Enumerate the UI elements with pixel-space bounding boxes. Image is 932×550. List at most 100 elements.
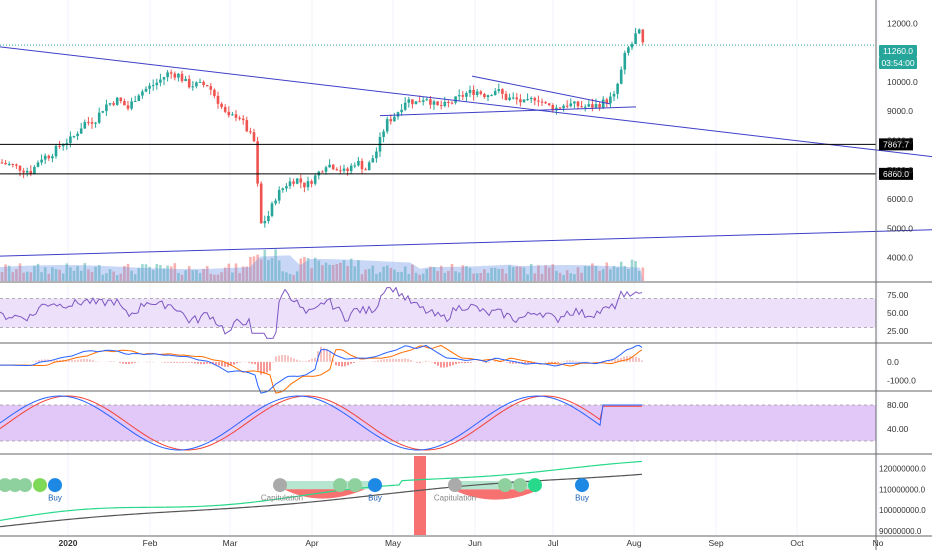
volume-bar — [393, 269, 396, 281]
time-tick-label: May — [385, 538, 402, 548]
volume-bar — [187, 266, 191, 281]
candle-body — [385, 119, 389, 132]
candle-body — [274, 200, 277, 204]
candle-body — [569, 103, 573, 107]
candle-body — [43, 155, 47, 160]
signal-dot — [8, 478, 22, 493]
volume-bar — [601, 269, 605, 281]
volume-bar — [205, 266, 209, 281]
candle-body — [25, 170, 29, 173]
volume-bar — [151, 270, 155, 281]
volume-bar — [108, 269, 112, 281]
volume-bar — [378, 272, 382, 281]
candle-body — [97, 112, 101, 123]
time-axis[interactable]: 2020 Feb Mar Apr May Jun Jul Aug Sep Oct No — [59, 538, 884, 548]
candle-body — [47, 155, 51, 159]
trendlines[interactable] — [0, 46, 932, 257]
candle-body — [159, 79, 162, 83]
volume-bar — [324, 262, 328, 281]
candle-body — [573, 101, 576, 104]
volume-bar — [72, 270, 76, 281]
candle-body — [436, 101, 439, 106]
volume-bar — [285, 272, 288, 281]
metric-pane[interactable]: Buy Capitulation Buy Capitulation Buy — [0, 456, 643, 535]
candle-body — [580, 106, 583, 108]
volume-bar — [61, 273, 65, 281]
candle-body — [472, 89, 475, 95]
volume-bar — [198, 273, 202, 281]
candle-body — [177, 73, 180, 78]
volume-bar — [349, 258, 353, 281]
volume-bar — [306, 258, 310, 281]
candle-body — [7, 164, 11, 166]
candle-body — [90, 122, 94, 124]
candle-body — [281, 188, 285, 190]
volume-bar — [184, 270, 187, 281]
candle-body — [432, 101, 436, 105]
horizontal-levels[interactable]: 7867.7 6860.0 — [0, 138, 913, 180]
volume-bar — [155, 264, 159, 281]
price-pane[interactable]: 7867.7 6860.0 — [0, 27, 932, 281]
candle-body — [173, 73, 177, 78]
candle-body — [630, 43, 634, 48]
volume-bar — [357, 260, 360, 281]
volume-bar — [36, 263, 40, 281]
signal-dot — [33, 478, 47, 493]
volume-bar — [591, 263, 594, 281]
volume-bar — [137, 267, 141, 281]
volume-bar — [33, 265, 36, 281]
candle-body — [522, 99, 526, 103]
candle-body — [465, 93, 468, 97]
volume-bar — [497, 268, 501, 281]
volume-bar — [209, 273, 213, 281]
candle-body — [141, 91, 144, 96]
volume-bar — [504, 273, 508, 281]
volume-bar — [101, 274, 105, 281]
macd-pane[interactable] — [0, 344, 643, 394]
level-label: 7867.7 — [883, 139, 909, 149]
volume-bar — [522, 267, 526, 281]
annotation-label: Capitulation — [261, 494, 303, 503]
candle-body — [115, 97, 119, 105]
volume-bar — [339, 262, 342, 281]
candle-body — [137, 95, 141, 101]
volume-bar — [465, 265, 468, 281]
candle-body — [479, 91, 483, 94]
volume-bar — [396, 272, 400, 281]
volume-bar — [281, 271, 285, 281]
candle-body — [501, 89, 504, 94]
candle-body — [598, 104, 601, 108]
volume-bar — [483, 269, 486, 281]
volume-bar — [583, 265, 587, 281]
candle-body — [393, 116, 396, 122]
price-tick-label: 10000.0 — [887, 77, 918, 87]
price-axis[interactable]: 12000.011000.010000.09000.08000.07000.06… — [879, 18, 926, 535]
candle-body — [519, 99, 522, 103]
trendline-wedge-upper[interactable] — [471, 75, 611, 105]
volume-bar — [119, 273, 123, 281]
candle-body — [403, 102, 407, 110]
candle-body — [267, 215, 270, 222]
trendline-descending-resistance[interactable] — [0, 46, 932, 158]
candle-body — [133, 100, 137, 102]
stochastic-pane[interactable] — [0, 395, 876, 451]
last-price-box — [879, 45, 917, 57]
countdown-box — [879, 57, 917, 69]
trendline-wedge-lower[interactable] — [379, 106, 637, 117]
candle-body — [108, 103, 112, 105]
metric-tick-label: 90000000.0 — [879, 527, 922, 536]
candle-body — [328, 164, 331, 168]
candle-body — [126, 105, 130, 109]
rsi-tick-label: 50.00 — [887, 308, 909, 318]
candle-body — [547, 103, 551, 106]
volume-bar — [493, 267, 497, 281]
candle-body — [497, 89, 501, 92]
volume-bar — [565, 270, 569, 281]
volume-bar — [360, 274, 364, 281]
trendline-ascending-support[interactable] — [0, 229, 932, 257]
rsi-pane[interactable] — [0, 286, 876, 339]
metric-tick-label: 100000000.0 — [879, 506, 926, 515]
candle-body — [407, 99, 411, 103]
candle-body — [130, 101, 133, 109]
